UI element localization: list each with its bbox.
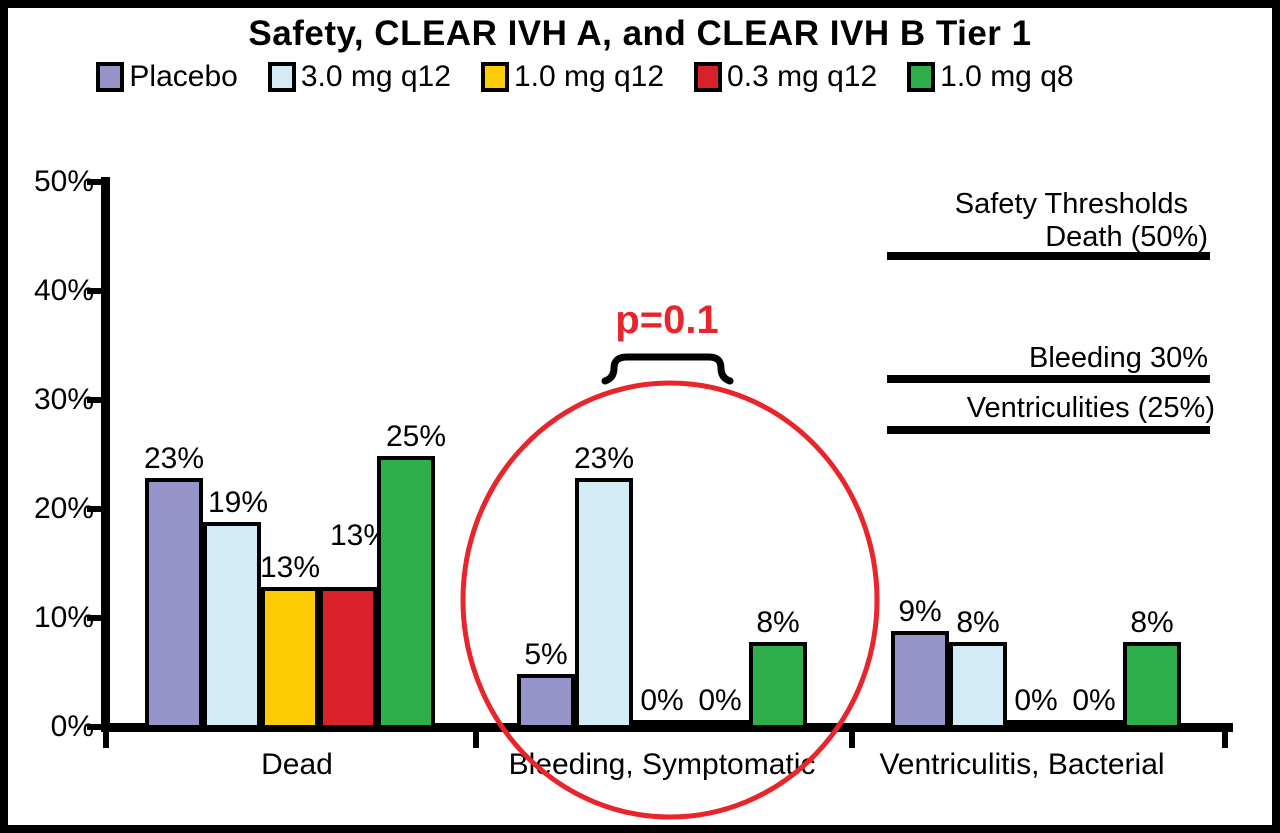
y-axis-tick (87, 506, 104, 512)
legend-swatch-1-0-mg-q12 (480, 62, 509, 92)
threshold-bleeding-label: Bleeding 30% (1029, 342, 1208, 374)
legend-label-0-3-mg-q12: 0.3 mg q12 (727, 60, 878, 93)
p-value-label: p=0.1 (615, 298, 719, 342)
category-label-dead: Dead (261, 748, 333, 781)
legend-label-1-0-mg-q8: 1.0 mg q8 (940, 60, 1074, 93)
bar-1-0-mg-q8-cat1 (749, 642, 807, 729)
y-axis-tick-label: 50% (33, 165, 94, 198)
bar-value-label: 23% (573, 442, 635, 475)
threshold-ventriculitis-label: Ventriculities (25%) (966, 392, 1215, 424)
legend: Placebo 3.0 mg q12 1.0 mg q12 0.3 mg q12… (0, 60, 1280, 94)
category-tick (849, 727, 855, 748)
bar-1-0-mg-q12-cat2 (1007, 720, 1065, 729)
y-axis-tick (87, 724, 104, 730)
y-axis-tick (87, 615, 104, 621)
bar-3-0-mg-q12-cat1 (575, 478, 633, 729)
bar-placebo-cat1 (517, 674, 575, 729)
bar-value-label: 8% (756, 606, 800, 639)
legend-swatch-placebo (96, 62, 125, 92)
bar-value-label: 19% (207, 486, 269, 519)
y-axis-tick (87, 288, 104, 294)
legend-item-1-0-mg-q12: 1.0 mg q12 (480, 60, 665, 94)
bar-placebo-cat2 (891, 631, 949, 729)
threshold-death-label: Death (50%) (1045, 221, 1208, 253)
legend-swatch-0-3-mg-q12 (694, 62, 723, 92)
bar-value-label: 8% (1130, 606, 1174, 639)
comparison-bracket (601, 353, 734, 385)
bar-0-3-mg-q12-cat0 (319, 587, 377, 729)
y-axis-tick-label: 30% (33, 383, 94, 416)
bar-3-0-mg-q12-cat0 (203, 522, 261, 729)
y-axis-line (101, 177, 110, 732)
legend-item-1-0-mg-q8: 1.0 mg q8 (907, 60, 1074, 94)
legend-item-placebo: Placebo (96, 60, 238, 94)
bar-1-0-mg-q12-cat1 (633, 720, 691, 729)
bar-value-label: 25% (385, 420, 447, 453)
bar-value-label: 0% (640, 684, 684, 717)
y-axis-tick-label: 0% (50, 710, 94, 743)
bar-1-0-mg-q8-cat0 (377, 456, 435, 729)
y-axis-tick-label: 10% (33, 601, 94, 634)
category-tick (473, 727, 479, 748)
threshold-bleeding-line (887, 375, 1210, 383)
y-axis-tick-label: 40% (33, 274, 94, 307)
y-axis-tick-label: 20% (33, 492, 94, 525)
legend-swatch-3-0-mg-q12 (267, 62, 296, 92)
y-axis-tick (87, 397, 104, 403)
threshold-ventriculitis-line (887, 426, 1210, 434)
bar-value-label: 9% (898, 595, 942, 628)
legend-label-3-0-mg-q12: 3.0 mg q12 (300, 60, 451, 93)
bar-value-label: 23% (143, 442, 205, 475)
bar-1-0-mg-q12-cat0 (261, 587, 319, 729)
bar-1-0-mg-q8-cat2 (1123, 642, 1181, 729)
bar-value-label: 0% (698, 684, 742, 717)
bar-value-label: 8% (956, 606, 1000, 639)
category-label-ventriculitis-bacterial: Ventriculitis, Bacterial (879, 748, 1165, 781)
y-axis-tick (87, 179, 104, 185)
legend-label-1-0-mg-q12: 1.0 mg q12 (513, 60, 665, 93)
legend-label-placebo: Placebo (129, 60, 238, 93)
bar-0-3-mg-q12-cat2 (1065, 720, 1123, 729)
bar-value-label: 0% (1014, 684, 1058, 717)
bar-value-label: 13% (259, 551, 321, 584)
legend-item-3-0-mg-q12: 3.0 mg q12 (267, 60, 451, 94)
category-tick (1222, 727, 1228, 748)
bar-3-0-mg-q12-cat2 (949, 642, 1007, 729)
threshold-death-line (887, 252, 1210, 260)
bar-placebo-cat0 (145, 478, 203, 729)
bar-value-label: 5% (524, 638, 568, 671)
legend-swatch-1-0-mg-q8 (907, 62, 936, 92)
category-tick (103, 727, 109, 748)
bar-value-label: 0% (1072, 684, 1116, 717)
safety-thresholds-heading: Safety Thresholds (954, 188, 1188, 220)
category-label-bleeding-symptomatic: Bleeding, Symptomatic (508, 748, 816, 781)
chart-title: Safety, CLEAR IVH A, and CLEAR IVH B Tie… (248, 14, 1032, 53)
legend-item-0-3-mg-q12: 0.3 mg q12 (694, 60, 877, 94)
bar-0-3-mg-q12-cat1 (691, 720, 749, 729)
